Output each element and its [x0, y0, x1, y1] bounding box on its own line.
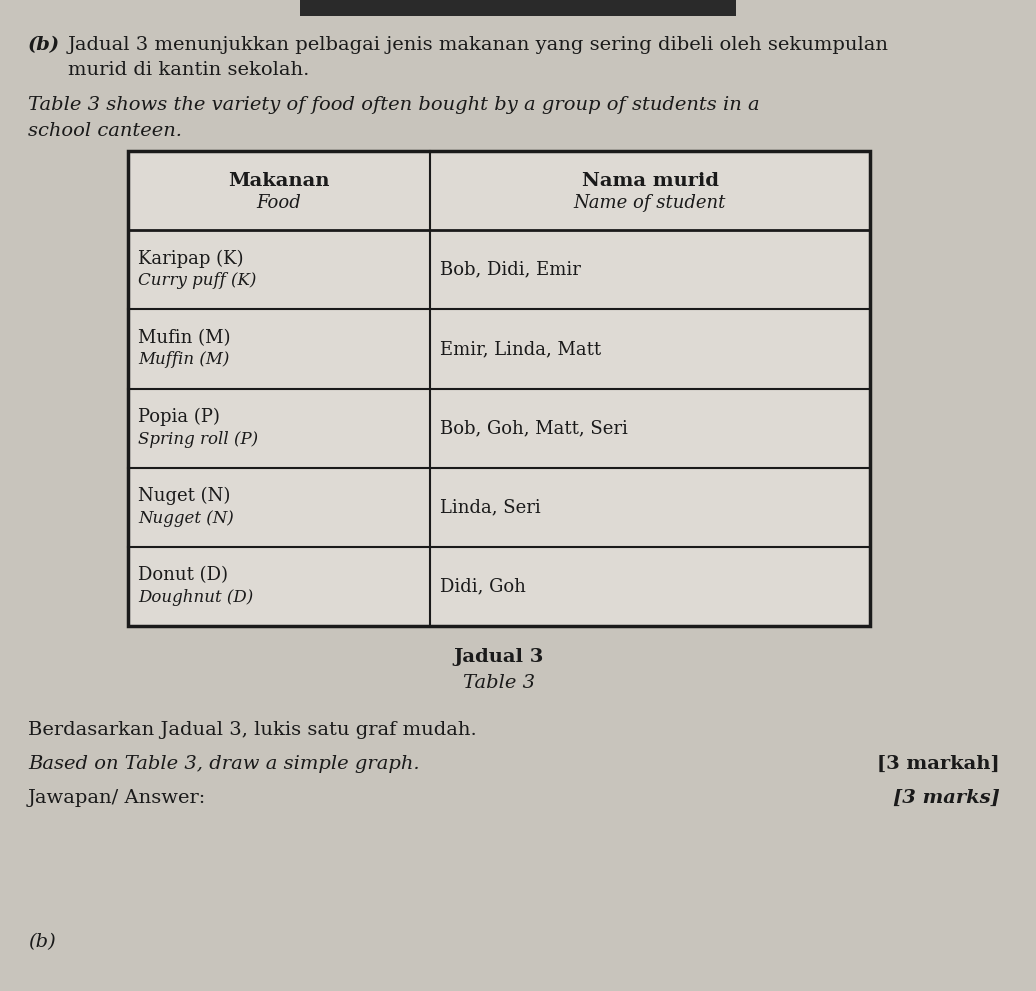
Text: Doughnut (D): Doughnut (D): [138, 589, 253, 606]
Text: Bob, Goh, Matt, Seri: Bob, Goh, Matt, Seri: [440, 419, 628, 437]
Text: Popia (P): Popia (P): [138, 408, 220, 426]
Text: Nugget (N): Nugget (N): [138, 509, 234, 527]
Text: (b): (b): [28, 933, 56, 951]
Text: Bob, Didi, Emir: Bob, Didi, Emir: [440, 261, 581, 278]
Text: Table 3: Table 3: [463, 674, 535, 692]
Text: Table 3 shows the variety of food often bought by a group of students in a: Table 3 shows the variety of food often …: [28, 96, 759, 114]
Text: Jawapan/ Answer:: Jawapan/ Answer:: [28, 789, 206, 807]
Text: Food: Food: [257, 193, 301, 212]
Bar: [128, 151, 870, 626]
Text: [3 markah]: [3 markah]: [877, 755, 1000, 773]
Text: Linda, Seri: Linda, Seri: [440, 498, 541, 516]
Text: Based on Table 3, draw a simple graph.: Based on Table 3, draw a simple graph.: [28, 755, 420, 773]
Text: Berdasarkan Jadual 3, lukis satu graf mudah.: Berdasarkan Jadual 3, lukis satu graf mu…: [28, 721, 477, 739]
Text: Emir, Linda, Matt: Emir, Linda, Matt: [440, 340, 601, 358]
Text: Curry puff (K): Curry puff (K): [138, 273, 256, 289]
Bar: [300, 0, 736, 16]
Text: Muffin (M): Muffin (M): [138, 352, 229, 369]
Text: murid di kantin sekolah.: murid di kantin sekolah.: [68, 61, 310, 79]
Text: Jadual 3 menunjukkan pelbagai jenis makanan yang sering dibeli oleh sekumpulan: Jadual 3 menunjukkan pelbagai jenis maka…: [68, 36, 889, 54]
Text: Makanan: Makanan: [228, 171, 329, 189]
Text: Name of student: Name of student: [574, 193, 726, 212]
Text: Nama murid: Nama murid: [581, 171, 719, 189]
Text: Spring roll (P): Spring roll (P): [138, 430, 258, 448]
Text: Nuget (N): Nuget (N): [138, 488, 230, 505]
Text: Karipap (K): Karipap (K): [138, 250, 243, 268]
Text: (b): (b): [28, 36, 60, 54]
Text: Donut (D): Donut (D): [138, 567, 228, 585]
Text: [3 marks]: [3 marks]: [893, 789, 1000, 807]
Text: Jadual 3: Jadual 3: [454, 648, 544, 666]
Text: Didi, Goh: Didi, Goh: [440, 578, 526, 596]
Text: Mufin (M): Mufin (M): [138, 329, 230, 347]
Text: school canteen.: school canteen.: [28, 122, 182, 140]
